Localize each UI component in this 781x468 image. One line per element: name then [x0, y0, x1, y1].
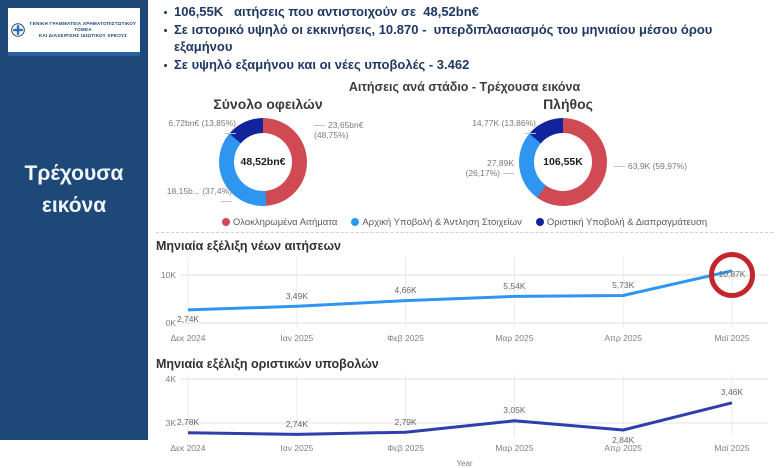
- data-point-label: 3,46K: [720, 387, 744, 398]
- legend-item-initial-submission[interactable]: Αρχική Υποβολή & Άντληση Στοιχείων: [351, 217, 522, 228]
- legend-item-final-submission[interactable]: Οριστική Υποβολή & Διαπραγμάτευση: [535, 216, 708, 228]
- x-axis-tick: Ιαν 2025: [280, 442, 314, 453]
- main-content: 106,55K αιτήσεις που αντιστοιχούν σε 48,…: [148, 0, 781, 468]
- donut-total-debt-center-value: 48,52bn€: [240, 155, 286, 168]
- highlight-circle-annotation: [709, 252, 755, 299]
- y-axis-tick: 10K: [160, 269, 176, 280]
- donut-count-title: Πλήθος: [543, 95, 593, 112]
- legend-dot-completed-icon: [221, 218, 230, 227]
- donut-count: Πλήθος 106,55K 14,77K (13,86%) 27,89K (2…: [456, 96, 773, 212]
- data-point-label: 3,49K: [285, 290, 308, 301]
- final-submissions-plot-area[interactable]: 3K 4K 2,78K 2,74K 2,79K 3,05K 2,84K 3,46K Δεκ 20…: [156, 373, 768, 457]
- data-point-label: 5,73K: [612, 280, 635, 291]
- legend-label-final-submission: Οριστική Υποβολή & Διαπραγμάτευση: [546, 216, 708, 228]
- donut-total-debt-title: Σύνολο οφειλών: [213, 95, 323, 112]
- sidebar-page-label[interactable]: Τρέχουσα εικόνα: [24, 162, 124, 217]
- x-axis-tick: Δεκ 2024: [170, 442, 206, 453]
- x-axis-tick: Μαϊ 2025: [714, 442, 750, 453]
- x-axis-tick: Μαρ 2025: [495, 442, 534, 453]
- final-submissions-chart-title: Μηνιαία εξέλιξη οριστικών υποβολών: [156, 356, 379, 371]
- final-submissions-line-chart: Μηνιαία εξέλιξη οριστικών υποβολών 3K 4K 2…: [156, 357, 773, 468]
- highlight-bullet-3: Σε υψηλό εξαμήνου και οι νέες υποβολές -…: [164, 57, 773, 74]
- logo-text: ΓΕΝΙΚΗ ΓΡΑΜΜΑΤΕΙΑ ΧΡΗΜΑΤΟΠΙΣΤΩΤΙΚΟΥ ΤΟΜΕ…: [29, 21, 137, 40]
- x-axis-tick: Ιαν 2025: [280, 332, 314, 343]
- sidebar: ΓΕΝΙΚΗ ΓΡΑΜΜΑΤΕΙΑ ΧΡΗΜΑΤΟΠΙΣΤΩΤΙΚΟΥ ΤΟΜΕ…: [0, 0, 148, 440]
- donut-label-initial-submission-count: 27,89K (26,17%): [456, 158, 515, 179]
- donut-label-final-submission-count: 14,77K (13,86%): [460, 118, 536, 139]
- logo-line-2: ΚΑΙ ΔΙΑΧΕΙΡΙΣΗΣ ΙΔΙΩΤΙΚΟΥ ΧΡΕΟΥΣ: [38, 33, 128, 39]
- donut-total-debt-hole: 48,52bn€: [234, 132, 292, 191]
- legend-item-completed[interactable]: Ολοκληρωμένα Αιτήματα: [221, 216, 338, 228]
- donut-total-debt-chart: 48,52bn€ 6,72bn€ (13,85%) 23,65bn€ (48,7…: [156, 114, 456, 212]
- x-axis-tick: Φεβ 2025: [387, 332, 424, 343]
- donuts-row: Σύνολο οφειλών 48,52bn€ 6,72bn€ (13,85%)…: [156, 96, 773, 212]
- dashboard: ΓΕΝΙΚΗ ΓΡΑΜΜΑΤΕΙΑ ΧΡΗΜΑΤΟΠΙΣΤΩΤΙΚΟΥ ΤΟΜΕ…: [0, 0, 781, 440]
- data-point-label: 4,66K: [394, 285, 417, 296]
- new-applications-chart-title: Μηνιαία εξέλιξη νέων αιτήσεων: [156, 238, 341, 253]
- x-axis-tick: Απρ 2025: [604, 442, 642, 453]
- donut-label-completed-debt: 23,65bn€ (48,75%): [314, 120, 376, 141]
- highlights-list: 106,55K αιτήσεις που αντιστοιχούν σε 48,…: [156, 4, 773, 74]
- legend-label-completed: Ολοκληρωμένα Αιτήματα: [232, 216, 338, 228]
- data-point-label: 2,74K: [285, 419, 308, 429]
- donut-label-completed-count: 63,9K (59,97%): [614, 161, 734, 172]
- y-axis-tick: 3K: [165, 417, 176, 428]
- legend-label-initial-submission: Αρχική Υποβολή & Άντληση Στοιχείων: [362, 216, 522, 228]
- logo: ΓΕΝΙΚΗ ΓΡΑΜΜΑΤΕΙΑ ΧΡΗΜΑΤΟΠΙΣΤΩΤΙΚΟΥ ΤΟΜΕ…: [8, 8, 140, 56]
- data-point-label: 2,79K: [394, 416, 417, 427]
- data-point-label: 2,78K: [176, 417, 200, 428]
- logo-line-1: ΓΕΝΙΚΗ ΓΡΑΜΜΑΤΕΙΑ ΧΡΗΜΑΤΟΠΙΣΤΩΤΙΚΟΥ ΤΟΜΕ…: [29, 20, 137, 32]
- legend-dot-initial-submission-icon: [351, 218, 360, 227]
- x-axis-tick: Δεκ 2024: [170, 332, 206, 343]
- donut-label-final-submission-debt: 6,72bn€ (13,85%): [160, 118, 236, 139]
- x-axis-tick: Απρ 2025: [604, 332, 642, 343]
- donut-count-hole: 106,55K: [534, 132, 592, 191]
- highlight-bullet-1: 106,55K αιτήσεις που αντιστοιχούν σε 48,…: [164, 4, 773, 21]
- greece-emblem-icon: [11, 23, 25, 37]
- legend-dot-final-submission-icon: [535, 218, 544, 227]
- y-axis-tick: 0K: [165, 317, 176, 328]
- donut-count-center-value: 106,55K: [543, 155, 583, 168]
- donut-label-initial-submission-debt: 18,15b... (37,4%): [156, 186, 232, 207]
- donut-count-chart: 106,55K 14,77K (13,86%) 27,89K (26,17%) …: [456, 114, 773, 212]
- data-point-label: 5,54K: [503, 280, 526, 291]
- new-applications-plot-area[interactable]: 0K 10K 2,74K 3,49K 4,66K 5,54K 5,73K 10,87K Δεκ …: [156, 252, 768, 351]
- donut-total-debt: Σύνολο οφειλών 48,52bn€ 6,72bn€ (13,85%)…: [156, 96, 456, 212]
- data-point-label: 3,05K: [503, 405, 526, 416]
- data-point-label: 2,74K: [176, 314, 200, 325]
- section-title: Αιτήσεις ανά στάδιο - Τρέχουσα εικόνα: [348, 79, 581, 94]
- new-applications-line-chart: Μηνιαία εξέλιξη νέων αιτήσεων 0K 10K 2,74K…: [156, 239, 773, 351]
- y-axis-tick: 4K: [165, 373, 176, 384]
- x-axis-tick: Μαϊ 2025: [714, 332, 750, 343]
- x-axis-title: Year: [456, 458, 473, 468]
- stage-visual: Αιτήσεις ανά στάδιο - Τρέχουσα εικόνα Σύ…: [156, 80, 773, 233]
- legend: Ολοκληρωμένα Αιτήματα Αρχική Υποβολή & Ά…: [156, 217, 773, 228]
- x-axis-tick: Μαρ 2025: [495, 332, 534, 343]
- highlight-bullet-2: Σε ιστορικό υψηλό οι εκκινήσεις, 10.870 …: [164, 22, 773, 56]
- x-axis-tick: Φεβ 2025: [387, 442, 424, 453]
